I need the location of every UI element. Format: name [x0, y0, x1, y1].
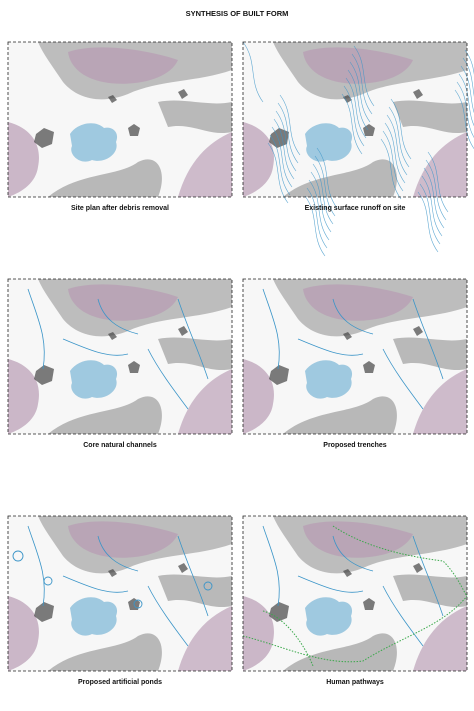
- runoff-line: [279, 94, 301, 156]
- runoff-line: [382, 130, 404, 192]
- runoff-line: [423, 167, 445, 229]
- panel-frame: [7, 515, 233, 672]
- pond: [203, 581, 213, 591]
- map-panel: [242, 41, 474, 257]
- map-panel: [7, 278, 233, 435]
- panel-caption: Human pathways: [326, 679, 384, 686]
- map-base: [8, 42, 232, 197]
- runoff-line: [386, 114, 408, 176]
- trench: [262, 288, 280, 370]
- pathway: [332, 525, 468, 597]
- map-panel: [7, 515, 233, 672]
- runoff-line: [425, 159, 447, 221]
- runoff-line: [351, 53, 373, 115]
- runoff-line: [242, 41, 264, 103]
- panel-caption: Site plan after debris removal: [71, 205, 169, 212]
- panel-frame: [7, 278, 233, 435]
- map-base: [243, 516, 467, 671]
- panel-frame: [242, 41, 468, 198]
- channel: [62, 338, 129, 356]
- panel-frame: [242, 278, 468, 435]
- map-panel: [7, 41, 233, 198]
- channel: [177, 298, 209, 380]
- map-base: [8, 279, 232, 434]
- channel: [147, 348, 189, 410]
- panel-caption: Proposed artificial ponds: [78, 679, 162, 686]
- runoff-line: [275, 110, 297, 172]
- trench: [382, 348, 424, 410]
- channel: [147, 585, 189, 647]
- runoff-line: [353, 45, 375, 107]
- runoff-line: [347, 69, 369, 131]
- pathway: [262, 610, 314, 667]
- runoff-line: [314, 155, 336, 217]
- runoff-line: [390, 98, 412, 160]
- runoff-line: [462, 57, 474, 97]
- runoff-line: [349, 61, 371, 123]
- map-panel: [242, 515, 468, 672]
- channel: [27, 288, 45, 370]
- panel-frame: [242, 515, 468, 672]
- runoff-line: [421, 175, 443, 237]
- runoff-line: [345, 77, 367, 139]
- runoff-line: [316, 147, 338, 209]
- runoff-line: [427, 151, 449, 213]
- runoff-line: [384, 122, 406, 184]
- channel: [27, 525, 45, 607]
- runoff-line: [271, 126, 293, 188]
- runoff-line: [312, 163, 334, 225]
- trench: [332, 298, 374, 335]
- channel: [62, 575, 129, 593]
- pathway: [242, 595, 468, 663]
- map-base: [243, 279, 467, 434]
- runoff-line: [460, 65, 474, 114]
- channel: [177, 535, 209, 617]
- channel: [97, 535, 139, 572]
- runoff-line: [306, 187, 328, 249]
- runoff-line: [267, 142, 289, 204]
- runoff-line: [419, 183, 441, 245]
- trench: [412, 298, 444, 380]
- runoff-line: [310, 171, 332, 233]
- runoff-line: [458, 73, 474, 127]
- channel: [382, 585, 424, 647]
- runoff-line: [273, 118, 295, 180]
- runoff-line: [304, 195, 326, 257]
- channel: [412, 535, 444, 617]
- pond: [12, 550, 24, 562]
- runoff-line: [417, 191, 439, 253]
- runoff-line: [341, 93, 363, 155]
- panel-caption: Core natural channels: [83, 442, 157, 449]
- runoff-line: [388, 106, 410, 168]
- panel-caption: Existing surface runoff on site: [305, 205, 406, 212]
- runoff-line: [464, 49, 474, 75]
- pond: [43, 576, 53, 586]
- runoff-line: [269, 134, 291, 196]
- runoff-line: [454, 89, 474, 149]
- runoff-line: [343, 85, 365, 147]
- map-base: [8, 516, 232, 671]
- channel: [332, 535, 374, 572]
- channel: [97, 298, 139, 335]
- trench: [297, 338, 364, 356]
- runoff-line: [277, 102, 299, 164]
- map-base: [243, 42, 467, 197]
- channel: [297, 575, 364, 593]
- channel: [262, 525, 280, 607]
- map-panel: [242, 278, 468, 435]
- page-title: SYNTHESIS OF BUILT FORM: [186, 9, 289, 18]
- panel-caption: Proposed trenches: [323, 442, 387, 449]
- pond: [133, 599, 143, 609]
- runoff-line: [380, 138, 402, 200]
- runoff-line: [308, 179, 330, 241]
- panel-frame: [7, 41, 233, 198]
